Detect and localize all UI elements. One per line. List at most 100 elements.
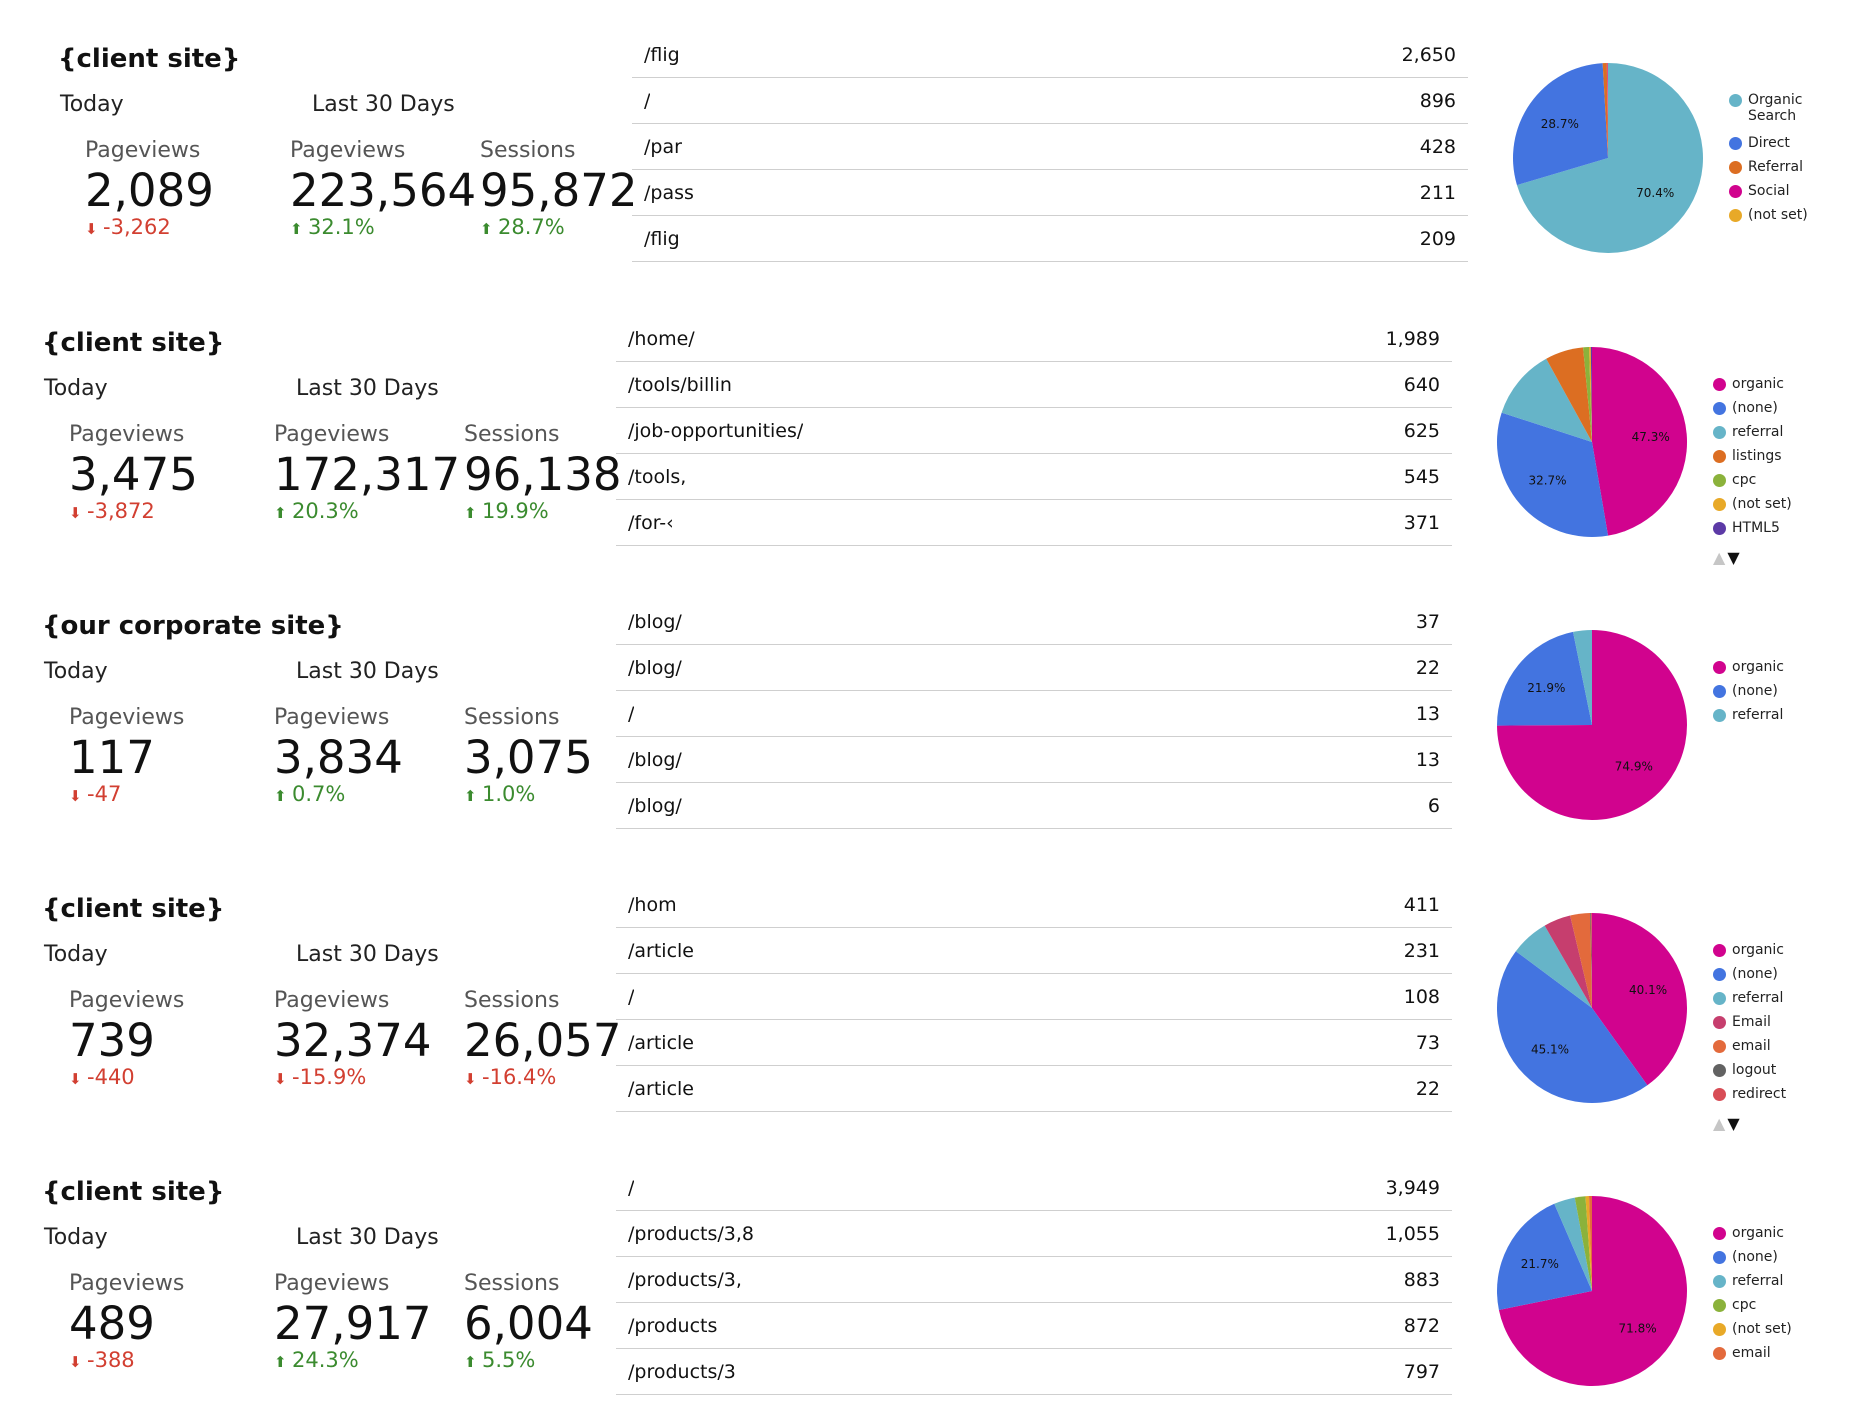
pie-slice-social[interactable] [1606, 63, 1608, 158]
table-row[interactable]: /blog/22 [616, 645, 1452, 691]
pie-slice-referral[interactable] [1602, 63, 1608, 158]
table-row[interactable]: /products/3 797 [616, 1349, 1452, 1395]
pie-slice-referral[interactable] [1515, 925, 1592, 1008]
pie-slice-organic-search[interactable] [1516, 63, 1703, 253]
pie-slice-organic[interactable] [1497, 630, 1687, 820]
table-row[interactable]: /blog/6 [616, 783, 1452, 829]
legend-item[interactable]: (none) [1713, 1249, 1792, 1273]
metric-value: 32,374 [274, 1014, 432, 1067]
legend-item[interactable]: referral [1713, 424, 1792, 448]
legend-item[interactable]: referral [1713, 707, 1784, 731]
table-row[interactable]: / 13 [616, 691, 1452, 737]
metric-delta-value: 1.0% [482, 782, 536, 806]
table-row[interactable]: /job-opportunities/625 [616, 408, 1452, 454]
legend-item[interactable]: email [1713, 1038, 1786, 1062]
pie-slice--not-set-[interactable] [1585, 1196, 1592, 1291]
legend-item[interactable]: (not set) [1729, 207, 1808, 231]
legend-item[interactable]: Social [1729, 183, 1808, 207]
legend-item[interactable]: organic [1713, 942, 1786, 966]
legend-swatch [1713, 685, 1726, 698]
legend-item[interactable]: logout [1713, 1062, 1786, 1086]
pie-slice-logout[interactable] [1590, 913, 1592, 1008]
pie-slice--none-[interactable] [1496, 1203, 1592, 1310]
pie-slice-email[interactable] [1589, 1196, 1592, 1291]
pie-slice--none-[interactable] [1496, 412, 1609, 538]
pie-slice-html5[interactable] [1590, 347, 1592, 442]
legend-item[interactable]: organic [1713, 376, 1792, 400]
legend-item[interactable]: (not set) [1713, 1321, 1792, 1345]
table-row[interactable]: /pass 211 [632, 170, 1468, 216]
arrow-up-icon: ⬆ [464, 1353, 477, 1371]
legend-item[interactable]: Direct [1729, 135, 1808, 159]
table-row[interactable]: /hom 411 [616, 882, 1452, 928]
table-row[interactable]: /par 428 [632, 124, 1468, 170]
pie-slice-email[interactable] [1570, 913, 1592, 1008]
pie-slice-direct[interactable] [1512, 63, 1608, 186]
pager-down-icon[interactable]: ▼ [1727, 1114, 1742, 1133]
legend-item[interactable]: Referral [1729, 159, 1808, 183]
table-row[interactable]: /article 22 [616, 1066, 1452, 1112]
pie-slice-organic[interactable] [1498, 1196, 1687, 1386]
traffic-source-pie-chart[interactable]: 47.3% 32.7% [1492, 342, 1692, 542]
table-row[interactable]: /home/1,989 [616, 316, 1452, 362]
table-row[interactable]: /products 872 [616, 1303, 1452, 1349]
table-row[interactable]: / 3,949 [616, 1165, 1452, 1211]
pie-slice--not-set-[interactable] [1589, 347, 1592, 442]
pie-slice-redirect[interactable] [1591, 912, 1592, 1008]
legend-item[interactable]: cpc [1713, 472, 1792, 496]
pie-slice--none-[interactable] [1496, 951, 1648, 1104]
page-path: /flig [644, 44, 680, 66]
table-row[interactable]: /article 73 [616, 1020, 1452, 1066]
traffic-source-pie-chart[interactable]: 70.4% 28.7% [1508, 58, 1708, 258]
legend-item[interactable]: Organic Search [1729, 92, 1808, 135]
pie-slice-email[interactable] [1544, 915, 1592, 1008]
table-row[interactable]: / 108 [616, 974, 1452, 1020]
pie-slice-organic[interactable] [1592, 913, 1688, 1086]
pie-slice-organic[interactable] [1592, 347, 1688, 536]
legend-label: Organic [1748, 92, 1803, 108]
legend-item[interactable]: Email [1713, 1014, 1786, 1038]
legend-item[interactable]: (none) [1713, 966, 1786, 990]
pager-down-icon[interactable]: ▼ [1727, 548, 1742, 567]
table-row[interactable]: /article 231 [616, 928, 1452, 974]
table-row[interactable]: /flig 209 [632, 216, 1468, 262]
legend-item[interactable]: organic [1713, 1225, 1792, 1249]
legend-item[interactable]: HTML5 [1713, 520, 1792, 544]
table-row[interactable]: / 896 [632, 78, 1468, 124]
table-row[interactable]: /products/3,8 1,055 [616, 1211, 1452, 1257]
traffic-source-pie-chart[interactable]: 74.9% 21.9% [1492, 625, 1692, 825]
legend-item[interactable]: referral [1713, 990, 1786, 1014]
legend-item[interactable]: listings [1713, 448, 1792, 472]
legend-item[interactable]: (not set) [1713, 496, 1792, 520]
legend-item[interactable]: redirect [1713, 1086, 1786, 1110]
traffic-source-pie-chart[interactable]: 71.8% 21.7% [1492, 1191, 1692, 1391]
legend-item[interactable]: (none) [1713, 400, 1792, 424]
legend-item[interactable]: referral [1713, 1273, 1792, 1297]
legend-item[interactable]: organic [1713, 659, 1784, 683]
pie-slice-listings[interactable] [1546, 347, 1592, 442]
table-row[interactable]: /tools/billin 640 [616, 362, 1452, 408]
traffic-source-pie-chart[interactable]: 40.1% 45.1% [1492, 908, 1692, 1108]
pie-slice-cpc[interactable] [1583, 347, 1592, 442]
pageview-count: 211 [1419, 182, 1456, 204]
pager-up-icon[interactable]: ▲ [1713, 1114, 1728, 1133]
legend-item[interactable]: email [1713, 1345, 1792, 1369]
legend-item[interactable]: (none) [1713, 683, 1784, 707]
pie-slice-cpc[interactable] [1574, 1196, 1592, 1291]
table-row[interactable]: /blog/37 [616, 599, 1452, 645]
pager-up-icon[interactable]: ▲ [1713, 548, 1728, 567]
table-row[interactable]: /products/3, 883 [616, 1257, 1452, 1303]
table-row[interactable]: /for-‹ 371 [616, 500, 1452, 546]
metric-delta-value: 24.3% [292, 1348, 359, 1372]
table-row[interactable]: /blog/13 [616, 737, 1452, 783]
legend-item[interactable]: cpc [1713, 1297, 1792, 1321]
pie-slice-referral[interactable] [1501, 358, 1592, 442]
table-row[interactable]: /tools, 545 [616, 454, 1452, 500]
table-row[interactable]: /flig 2,650 [632, 32, 1468, 78]
metric-delta: ⬆ 1.0% [464, 782, 593, 806]
pie-slice--none-[interactable] [1496, 631, 1592, 726]
legend-swatch [1713, 1040, 1726, 1053]
pie-slice-referral[interactable] [1554, 1197, 1592, 1291]
pie-slice-referral[interactable] [1573, 630, 1592, 725]
pageview-count: 231 [1403, 940, 1440, 962]
